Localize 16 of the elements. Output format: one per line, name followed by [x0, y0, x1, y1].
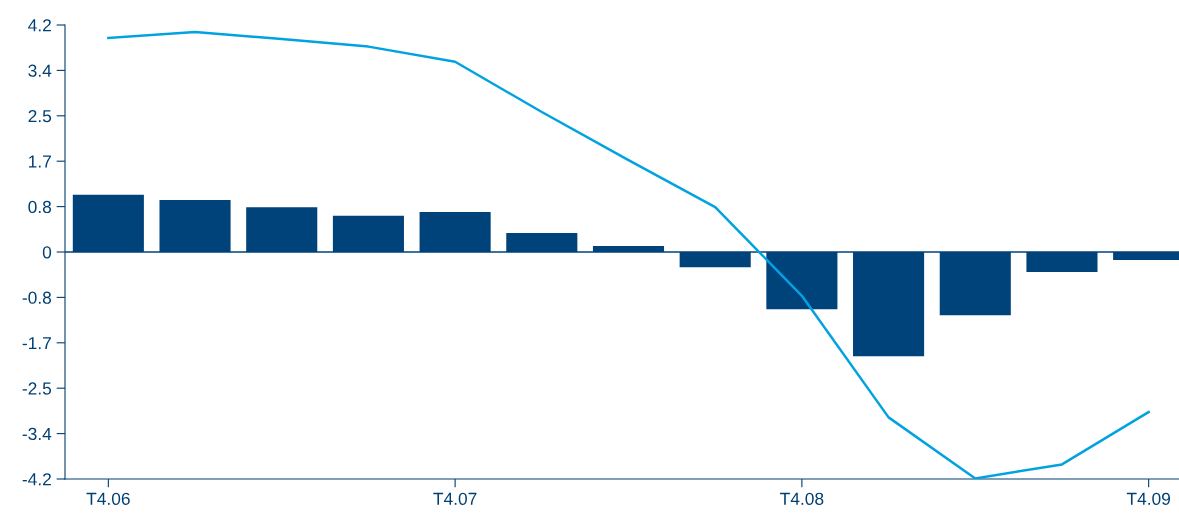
x-tick-label: T4.09	[1126, 492, 1171, 505]
x-tick-label: T4.07	[433, 492, 477, 505]
y-tick-label: 3.4	[28, 64, 52, 77]
line-series	[107, 30, 1150, 479]
y-tick-label: -1.7	[22, 337, 51, 350]
y-tick-label: 0	[42, 246, 52, 259]
y-tick-label: 4.2	[28, 19, 51, 32]
y-tick-label: 2.5	[28, 109, 52, 123]
y-tick-label: -4.2	[22, 473, 51, 486]
y-tick-label: 0.8	[28, 200, 52, 214]
y-tick-label: 1.7	[29, 155, 51, 168]
y-tick-label: -0.8	[22, 291, 52, 304]
y-tick-label: -2.5	[22, 382, 52, 395]
x-tick-label: T4.06	[86, 492, 130, 505]
x-tick-label: T4.08	[780, 492, 824, 505]
y-tick-label: -3.4	[22, 427, 52, 441]
